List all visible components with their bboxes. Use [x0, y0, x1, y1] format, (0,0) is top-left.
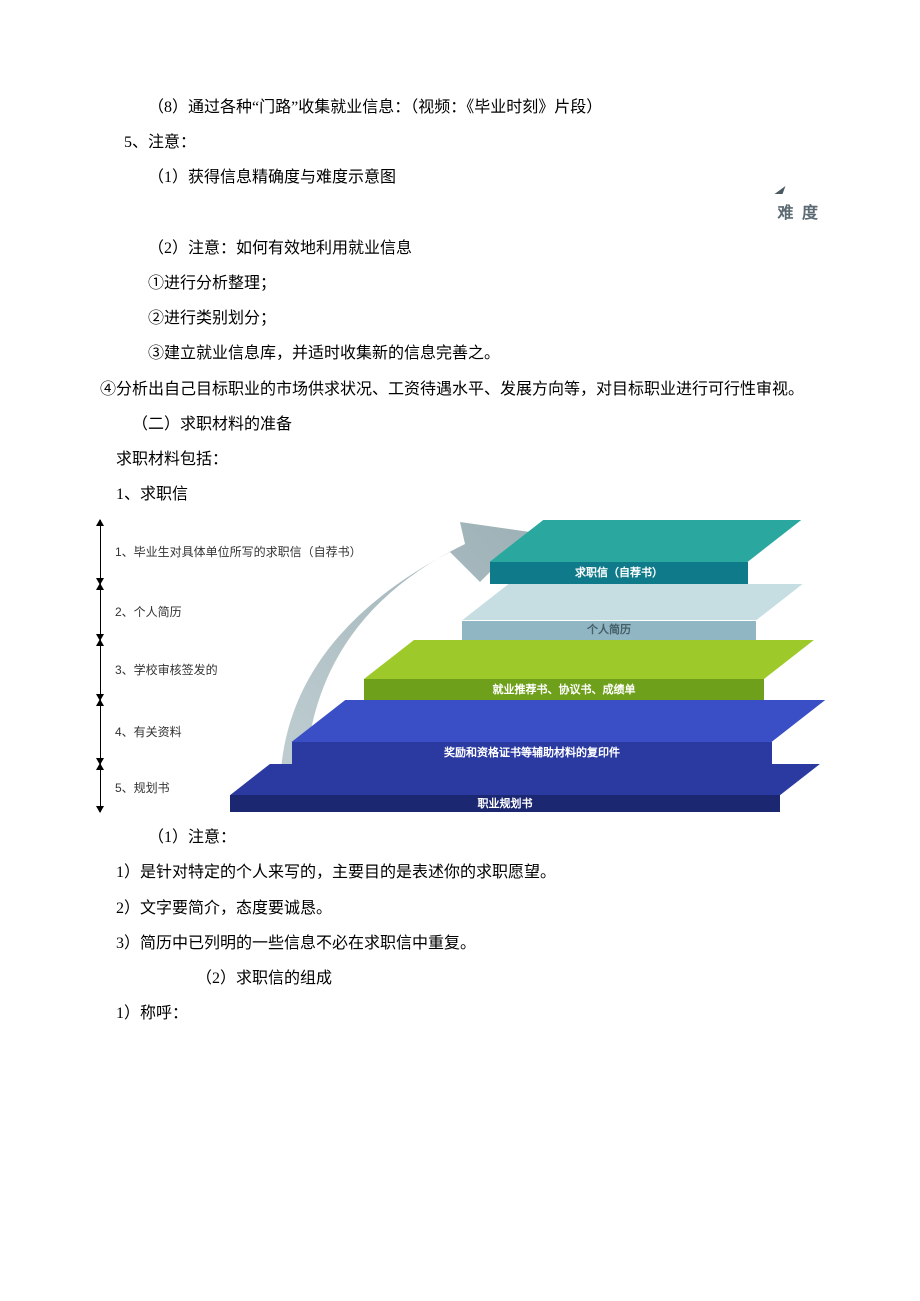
text-line: 求职材料包括： — [100, 442, 820, 477]
list-number: 1 — [116, 864, 124, 881]
list-number: 1 — [116, 1005, 124, 1022]
diagram-left-label: 3、学校审核签发的 — [100, 640, 300, 700]
diagram-row: 4、有关资料 奖励和资格证书等辅助材料的复印件 — [100, 700, 780, 764]
text: ）称呼： — [124, 1005, 188, 1022]
diagram-tier: 奖励和资格证书等辅助材料的复印件 — [292, 700, 772, 764]
tier-front-label: 职业规划书 — [230, 795, 780, 812]
materials-pyramid-diagram: 1、毕业生对具体单位所写的求职信（自荐书） 求职信（自荐书） 2、个人简历 个人… — [100, 520, 780, 812]
tier-top — [292, 700, 825, 742]
diagram-tier: 个人简历 — [462, 584, 756, 640]
text: 、求职信 — [124, 486, 188, 503]
tier-top — [490, 520, 801, 562]
text-line: 2）文字要简介，态度要诚恳。 — [100, 891, 820, 926]
tier-top — [462, 584, 803, 620]
list-number: 2 — [116, 900, 124, 917]
diagram-left-label: 4、有关资料 — [100, 700, 260, 764]
diagram-row: 1、毕业生对具体单位所写的求职信（自荐书） 求职信（自荐书） — [100, 520, 780, 584]
text-line: ②进行类别划分； — [100, 301, 820, 336]
text-line: 1）是针对特定的个人来写的，主要目的是表述你的求职愿望。 — [100, 855, 820, 890]
text-line: 1、求职信 — [100, 477, 820, 512]
text-line: 3）简历中已列明的一些信息不必在求职信中重复。 — [100, 926, 820, 961]
text-line: 1）称呼： — [100, 996, 820, 1031]
diagram-row: 3、学校审核签发的 就业推荐书、协议书、成绩单 — [100, 640, 780, 700]
tier-top — [230, 764, 820, 795]
diagram-row: 5、规划书 职业规划书 — [100, 764, 780, 812]
text: 、注意： — [132, 134, 196, 151]
text-line: （2）注意：如何有效地利用就业信息 — [100, 231, 820, 266]
diagram-left-label: 2、个人简历 — [100, 584, 370, 640]
section-heading: （二）求职材料的准备 — [100, 407, 820, 442]
text: ）文字要简介，态度要诚恳。 — [124, 900, 332, 917]
tier-front-label: 个人简历 — [462, 621, 756, 641]
tier-front-label: 求职信（自荐书） — [490, 562, 748, 584]
tier-top — [364, 640, 814, 679]
text-line: ①进行分析整理； — [100, 266, 820, 301]
difficulty-label: 难 度 — [100, 196, 820, 231]
text-line: 5、注意： — [100, 125, 820, 160]
tier-front-label: 就业推荐书、协议书、成绩单 — [364, 679, 764, 700]
diagram-left-label: 1、毕业生对具体单位所写的求职信（自荐书） — [100, 520, 370, 584]
text-line: （1）注意： — [100, 820, 820, 855]
list-number: 5 — [124, 134, 132, 151]
list-number: 3 — [116, 935, 124, 952]
text-line: （2）求职信的组成 — [100, 961, 820, 996]
diagram-tier: 职业规划书 — [230, 764, 780, 812]
text-line: ③建立就业信息库，并适时收集新的信息完善之。 — [100, 336, 820, 371]
diagram-row: 2、个人简历 个人简历 — [100, 584, 780, 640]
text: ）简历中已列明的一些信息不必在求职信中重复。 — [124, 935, 476, 952]
text-line: （1）获得信息精确度与难度示意图 — [100, 160, 820, 195]
list-number: 1 — [116, 486, 124, 503]
text-line: ④分析出自己目标职业的市场供求状况、工资待遇水平、发展方向等，对目标职业进行可行… — [100, 372, 820, 407]
diagram-tier: 就业推荐书、协议书、成绩单 — [364, 640, 764, 700]
diagram-left-label: 5、规划书 — [100, 764, 230, 812]
tier-front-label: 奖励和资格证书等辅助材料的复印件 — [292, 742, 772, 764]
text-line: （8）通过各种“门路”收集就业信息：（视频：《毕业时刻》片段） — [100, 90, 820, 125]
text: ）是针对特定的个人来写的，主要目的是表述你的求职愿望。 — [124, 864, 556, 881]
diagram-tier: 求职信（自荐书） — [490, 520, 748, 584]
